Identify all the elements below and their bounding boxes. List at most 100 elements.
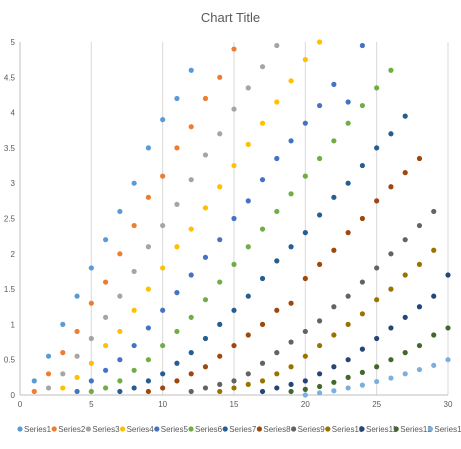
data-point <box>145 145 151 151</box>
data-point <box>331 388 337 394</box>
legend: Series1 Series2 Series3 Series4 Series5 Serie… <box>17 425 461 434</box>
axis-layer: 0 5 10 15 20 25 30 0 0.5 1 1.5 2 2.5 3 3.5 4 4.5 5 <box>4 38 453 409</box>
data-point <box>60 371 66 377</box>
data-point <box>416 304 423 310</box>
data-point <box>160 265 166 271</box>
data-point <box>217 74 223 80</box>
data-point <box>188 314 194 320</box>
data-point <box>245 85 251 91</box>
series-8 <box>145 155 423 395</box>
data-point <box>131 385 137 391</box>
data-point <box>288 244 294 250</box>
data-point <box>217 279 223 285</box>
data-point <box>188 67 194 73</box>
data-point <box>288 388 294 395</box>
data-point <box>274 99 280 105</box>
data-point <box>217 131 223 137</box>
data-point <box>259 177 266 183</box>
data-point <box>288 300 294 306</box>
data-point <box>160 117 166 123</box>
legend-item: Series13 <box>427 425 461 434</box>
chart-title: Chart Title <box>200 10 261 25</box>
data-point <box>274 42 280 49</box>
data-point <box>388 357 394 363</box>
data-point <box>202 254 209 260</box>
legend-label: Series11 <box>366 425 398 434</box>
data-point <box>288 191 294 197</box>
data-point <box>245 198 251 204</box>
data-point <box>202 335 209 342</box>
data-point <box>388 325 394 331</box>
legend-item: Series7 <box>222 425 257 434</box>
legend-item: Series12 <box>393 425 432 434</box>
data-point <box>402 371 408 377</box>
data-point <box>374 198 380 204</box>
data-point <box>302 230 308 236</box>
x-tick-label: 0 <box>18 400 23 409</box>
data-point <box>103 279 109 285</box>
legend-label: Series6 <box>195 425 223 434</box>
legend-label: Series9 <box>298 425 326 434</box>
data-point <box>245 141 251 147</box>
data-point <box>374 85 380 91</box>
data-point <box>131 180 137 186</box>
data-point <box>245 244 251 250</box>
y-tick-label: 0.5 <box>4 356 16 365</box>
legend-item: Series3 <box>85 425 120 434</box>
data-point <box>288 78 294 84</box>
data-point <box>374 145 380 151</box>
legend-item: Series6 <box>188 425 223 434</box>
data-point <box>217 388 223 395</box>
series-9 <box>188 208 437 395</box>
data-point <box>345 293 351 299</box>
data-point <box>302 353 308 359</box>
data-point <box>302 378 308 384</box>
legend-item: Series8 <box>256 425 291 434</box>
data-point <box>302 120 308 126</box>
data-point <box>160 222 166 229</box>
y-tick-label: 2.5 <box>4 215 16 224</box>
data-point <box>231 162 237 169</box>
data-point <box>388 251 394 257</box>
legend-item: Series9 <box>291 425 325 434</box>
legend-marker <box>17 426 23 432</box>
data-point <box>317 318 323 324</box>
legend-marker <box>188 426 194 432</box>
data-point <box>131 268 137 275</box>
data-point <box>445 357 451 363</box>
data-point <box>359 42 365 49</box>
data-point <box>331 194 337 200</box>
data-point <box>245 371 251 377</box>
data-point <box>402 314 408 320</box>
data-point <box>359 369 365 376</box>
data-point <box>117 328 123 335</box>
data-point <box>445 272 451 278</box>
data-point <box>174 244 180 250</box>
data-point <box>103 342 109 349</box>
data-point <box>259 321 266 327</box>
data-point <box>174 378 180 384</box>
data-point <box>388 375 394 381</box>
data-point <box>188 124 194 130</box>
data-point <box>317 212 323 218</box>
data-point <box>317 102 323 109</box>
data-point <box>117 378 123 384</box>
data-point <box>74 374 80 380</box>
data-point <box>345 357 351 363</box>
data-point <box>402 113 408 119</box>
data-point <box>160 173 166 179</box>
data-point <box>31 388 37 395</box>
data-point <box>145 378 151 384</box>
data-point <box>274 371 280 377</box>
legend-marker <box>256 426 262 432</box>
data-point <box>331 304 337 310</box>
data-point <box>174 328 180 335</box>
data-point <box>160 385 166 391</box>
data-point <box>188 177 194 183</box>
y-tick-label: 3.5 <box>4 144 16 153</box>
data-point <box>374 265 380 271</box>
data-point <box>131 342 137 349</box>
data-point <box>331 247 337 253</box>
legend-label: Series4 <box>127 425 155 434</box>
